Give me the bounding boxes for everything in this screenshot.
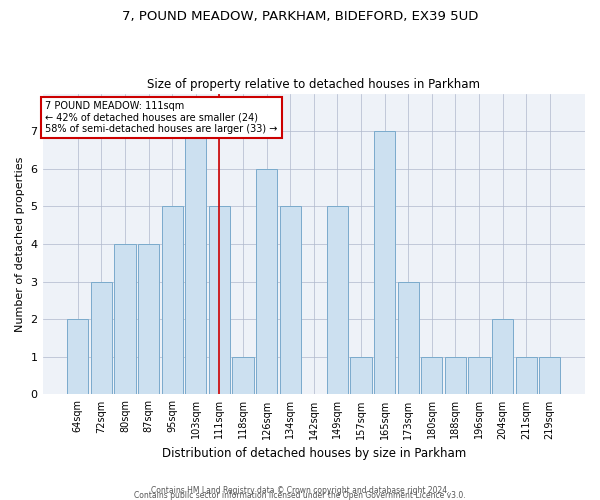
Bar <box>492 319 513 394</box>
Bar <box>209 206 230 394</box>
Text: 7 POUND MEADOW: 111sqm
← 42% of detached houses are smaller (24)
58% of semi-det: 7 POUND MEADOW: 111sqm ← 42% of detached… <box>45 101 278 134</box>
Bar <box>280 206 301 394</box>
Bar <box>138 244 159 394</box>
Bar <box>256 169 277 394</box>
Bar <box>67 319 88 394</box>
Bar <box>398 282 419 395</box>
Bar <box>445 357 466 395</box>
Text: Contains public sector information licensed under the Open Government Licence v3: Contains public sector information licen… <box>134 491 466 500</box>
Text: 7, POUND MEADOW, PARKHAM, BIDEFORD, EX39 5UD: 7, POUND MEADOW, PARKHAM, BIDEFORD, EX39… <box>122 10 478 23</box>
Bar <box>539 357 560 395</box>
Bar <box>350 357 371 395</box>
Bar <box>185 131 206 394</box>
Bar <box>515 357 537 395</box>
Bar <box>421 357 442 395</box>
Y-axis label: Number of detached properties: Number of detached properties <box>15 156 25 332</box>
Title: Size of property relative to detached houses in Parkham: Size of property relative to detached ho… <box>147 78 480 91</box>
Bar <box>91 282 112 395</box>
X-axis label: Distribution of detached houses by size in Parkham: Distribution of detached houses by size … <box>161 447 466 460</box>
Bar <box>161 206 183 394</box>
Bar <box>469 357 490 395</box>
Text: Contains HM Land Registry data © Crown copyright and database right 2024.: Contains HM Land Registry data © Crown c… <box>151 486 449 495</box>
Bar <box>327 206 348 394</box>
Bar <box>115 244 136 394</box>
Bar <box>374 131 395 394</box>
Bar <box>232 357 254 395</box>
